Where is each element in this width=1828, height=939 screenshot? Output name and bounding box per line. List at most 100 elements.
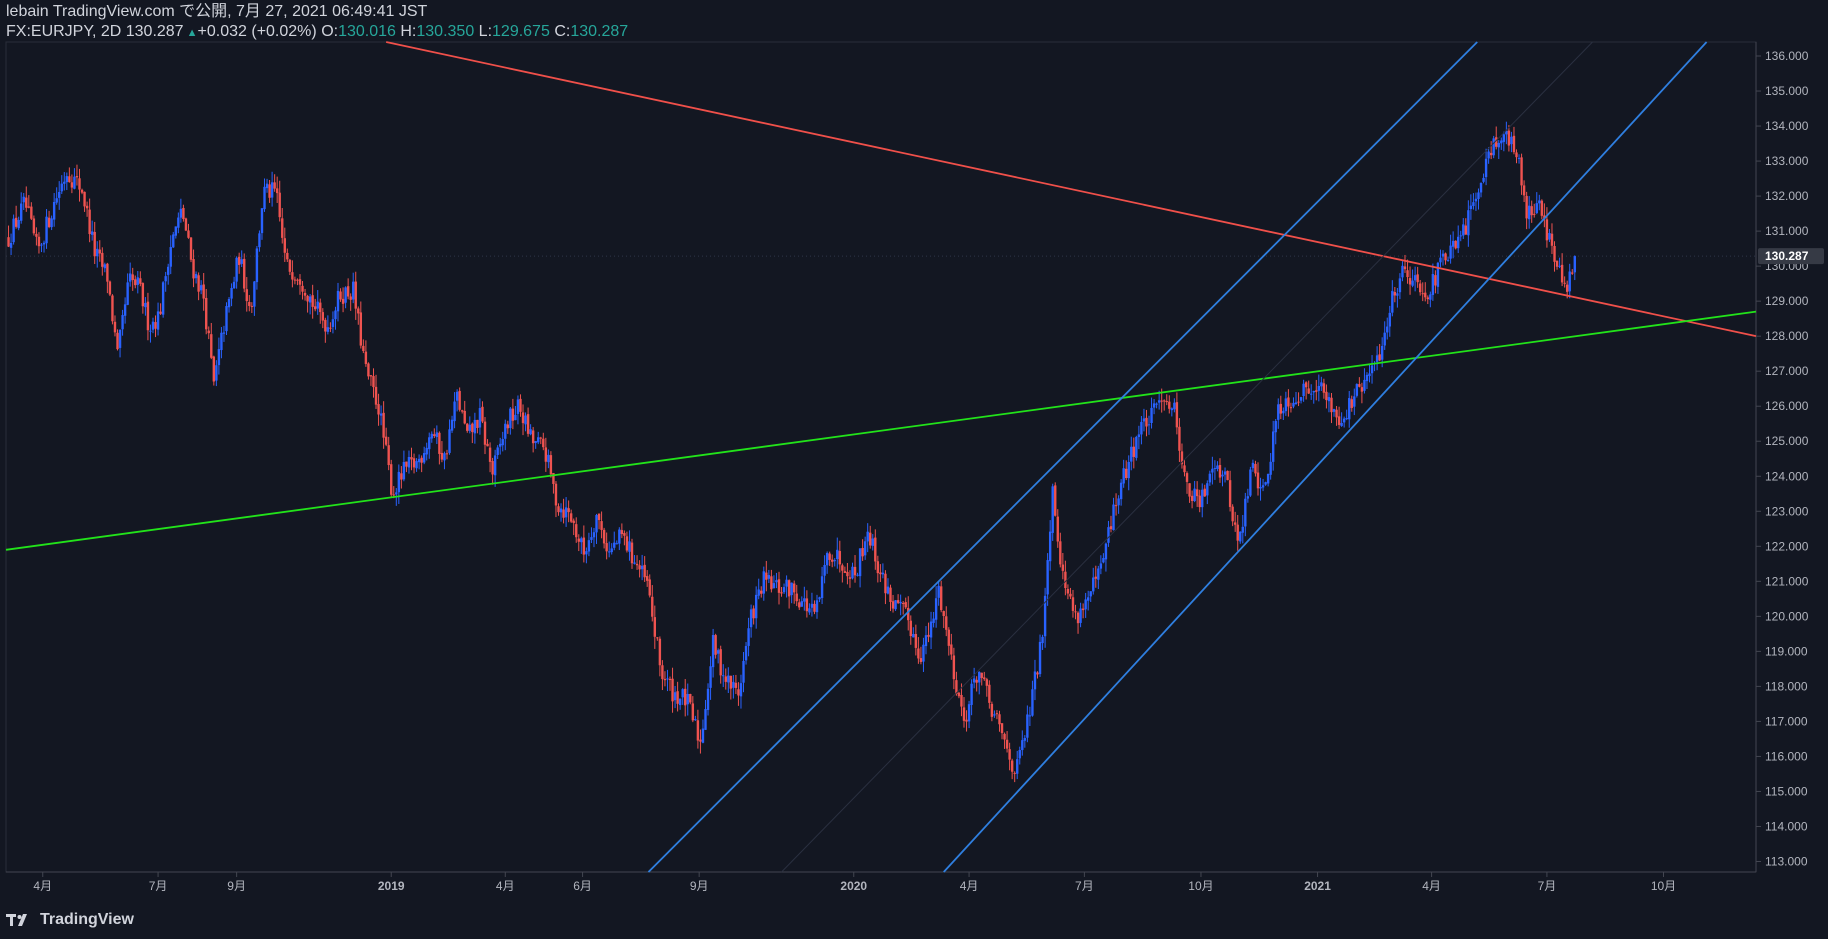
candle-body: [1312, 390, 1315, 393]
candle: [1484, 148, 1488, 186]
candle-body: [638, 565, 641, 570]
candle-body: [146, 301, 150, 331]
candle-body: [782, 587, 786, 593]
candle: [55, 187, 58, 205]
candle-body: [212, 356, 216, 382]
candle-body: [798, 602, 801, 608]
candle-body: [580, 538, 583, 543]
candle: [1188, 483, 1191, 503]
y-tick-label: 128.000: [1765, 329, 1809, 343]
trendline-channel-mid[interactable]: [781, 41, 1593, 873]
candle-body: [678, 698, 682, 706]
candle-body: [1249, 469, 1252, 496]
candle: [1530, 200, 1533, 223]
candle-body: [972, 678, 976, 683]
candle: [14, 205, 18, 229]
candle-body: [620, 530, 624, 535]
candle-body: [1201, 489, 1204, 508]
candle-body: [1142, 418, 1146, 422]
candle-body: [144, 302, 147, 308]
candle: [526, 407, 530, 437]
trendline-channel-lower[interactable]: [943, 41, 1708, 873]
candle-body: [7, 237, 10, 247]
candle-body: [169, 247, 172, 267]
candle-body: [924, 635, 928, 647]
candle: [471, 422, 474, 444]
candle: [258, 230, 261, 252]
candle: [904, 597, 907, 610]
candle: [169, 235, 172, 275]
candle-body: [1535, 203, 1538, 214]
candle-body: [537, 437, 540, 443]
candle: [483, 417, 487, 455]
candle: [336, 282, 340, 322]
candle-body: [681, 689, 684, 698]
candle: [1221, 470, 1224, 487]
candle-body: [818, 597, 821, 600]
candle: [990, 701, 994, 722]
candle-body: [1573, 256, 1576, 273]
candle: [420, 455, 423, 473]
candle-body: [220, 332, 223, 351]
candle: [724, 668, 727, 690]
candle-body: [1061, 564, 1065, 571]
candle-body: [843, 571, 847, 573]
candle-body: [308, 296, 312, 303]
candle-body: [602, 529, 606, 544]
candle: [1469, 194, 1473, 220]
candle: [828, 551, 831, 566]
candle: [825, 551, 829, 574]
trendline-support[interactable]: [5, 310, 1757, 551]
candle-body: [1457, 236, 1460, 249]
candle: [772, 575, 776, 589]
candle-body: [625, 536, 629, 551]
candle-body: [405, 461, 408, 467]
candle-body: [108, 281, 112, 295]
candle-body: [952, 655, 956, 680]
candle-body: [422, 453, 426, 463]
candle: [917, 637, 920, 664]
candle: [790, 582, 793, 604]
candle-body: [1081, 608, 1085, 611]
candle: [1261, 478, 1265, 492]
candle-body: [384, 436, 388, 445]
candle: [1145, 409, 1148, 437]
trendline-channel-upper[interactable]: [647, 41, 1478, 873]
candle-body: [103, 264, 107, 269]
candle-body: [50, 218, 53, 228]
candle: [1201, 483, 1204, 518]
candle: [1444, 252, 1447, 265]
candle: [995, 710, 999, 720]
candle: [676, 681, 679, 712]
candle: [519, 394, 522, 417]
candle: [1089, 591, 1092, 602]
candle: [1315, 379, 1318, 401]
candle: [666, 669, 669, 692]
candle: [1135, 435, 1138, 461]
candle: [255, 246, 259, 290]
candle: [319, 298, 322, 324]
candle: [1071, 589, 1075, 618]
candle-body: [1157, 400, 1161, 403]
candle: [846, 563, 849, 585]
candle-body: [311, 295, 314, 307]
candle-body: [856, 574, 859, 576]
candle-body: [1383, 332, 1386, 346]
candle-body: [83, 191, 86, 207]
candle: [1378, 344, 1381, 362]
x-tick-label: 4月: [1422, 879, 1441, 893]
trendline-resistance[interactable]: [385, 41, 1757, 338]
candle: [460, 409, 464, 414]
candle-body: [301, 285, 304, 292]
candle: [1497, 140, 1500, 160]
candle: [881, 563, 885, 579]
candle-body: [1076, 612, 1080, 624]
candle: [499, 437, 502, 455]
candle: [60, 175, 63, 194]
candle: [985, 677, 989, 697]
candle: [1023, 735, 1027, 748]
candle-body: [306, 295, 309, 302]
candle: [899, 594, 902, 616]
candle-body: [1008, 749, 1011, 760]
